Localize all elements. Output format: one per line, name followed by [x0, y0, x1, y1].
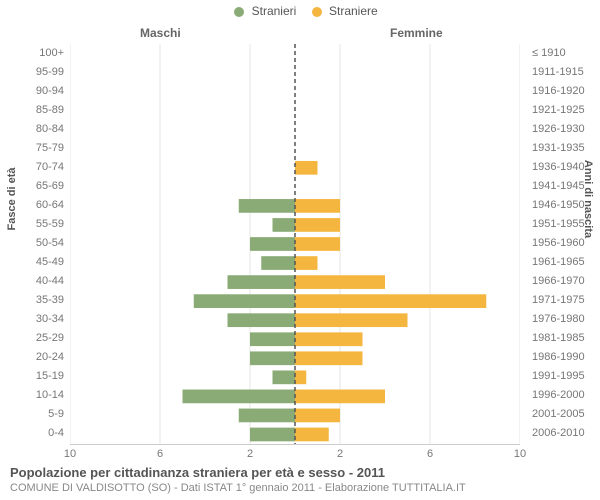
- chart-footer: Popolazione per cittadinanza straniera p…: [10, 465, 590, 494]
- bar-male: [250, 237, 295, 251]
- x-tick-label: 6: [157, 448, 163, 460]
- bar-male: [183, 390, 296, 404]
- bar-male: [194, 294, 295, 308]
- x-tick-label: 2: [337, 448, 343, 460]
- age-label: 25-29: [0, 333, 64, 344]
- legend-label-male: Stranieri: [252, 4, 297, 18]
- birth-year-label: 1936-1940: [532, 162, 600, 173]
- birth-year-label: 1941-1945: [532, 181, 600, 192]
- birth-year-label: 1931-1935: [532, 143, 600, 154]
- bar-male: [250, 332, 295, 346]
- bar-male: [250, 428, 295, 442]
- age-label: 15-19: [0, 371, 64, 382]
- footer-title: Popolazione per cittadinanza straniera p…: [10, 465, 590, 480]
- legend-swatch-male: [234, 7, 244, 17]
- bar-female: [295, 390, 385, 404]
- age-label: 45-49: [0, 257, 64, 268]
- age-label: 80-84: [0, 124, 64, 135]
- age-label: 0-4: [0, 428, 64, 439]
- age-label: 55-59: [0, 219, 64, 230]
- birth-year-label: 1956-1960: [532, 238, 600, 249]
- footer-subtitle: COMUNE DI VALDISOTTO (SO) - Dati ISTAT 1…: [10, 482, 590, 494]
- age-label: 85-89: [0, 105, 64, 116]
- birth-year-label: 1976-1980: [532, 314, 600, 325]
- bar-female: [295, 256, 318, 270]
- birth-year-label: 1926-1930: [532, 124, 600, 135]
- legend: Stranieri Straniere: [0, 4, 600, 18]
- age-label: 60-64: [0, 200, 64, 211]
- bar-male: [228, 275, 296, 289]
- age-label: 95-99: [0, 67, 64, 78]
- birth-year-label: 1996-2000: [532, 390, 600, 401]
- x-tick-label: 10: [514, 448, 526, 460]
- bar-female: [295, 218, 340, 232]
- bar-female: [295, 313, 408, 327]
- age-label: 40-44: [0, 276, 64, 287]
- bar-female: [295, 199, 340, 213]
- birth-year-label: 1916-1920: [532, 86, 600, 97]
- bar-female: [295, 428, 329, 442]
- age-label: 20-24: [0, 352, 64, 363]
- bar-female: [295, 294, 486, 308]
- birth-year-label: 1971-1975: [532, 295, 600, 306]
- age-label: 75-79: [0, 143, 64, 154]
- bar-male: [239, 409, 295, 423]
- bar-female: [295, 275, 385, 289]
- birth-year-label: 1961-1965: [532, 257, 600, 268]
- birth-year-label: 1991-1995: [532, 371, 600, 382]
- bar-male: [250, 351, 295, 365]
- age-label: 5-9: [0, 409, 64, 420]
- bar-female: [295, 332, 363, 346]
- birth-year-label: 1981-1985: [532, 333, 600, 344]
- birth-year-label: 2001-2005: [532, 409, 600, 420]
- age-label: 35-39: [0, 295, 64, 306]
- plot-area: [70, 44, 520, 445]
- x-tick-label: 2: [247, 448, 253, 460]
- age-label: 50-54: [0, 238, 64, 249]
- left-side-title: Maschi: [140, 26, 181, 40]
- x-tick-label: 10: [64, 448, 76, 460]
- bar-female: [295, 161, 318, 175]
- bar-female: [295, 351, 363, 365]
- birth-year-label: 1986-1990: [532, 352, 600, 363]
- bar-male: [261, 256, 295, 270]
- bar-female: [295, 409, 340, 423]
- birth-year-label: 1951-1955: [532, 219, 600, 230]
- x-tick-label: 6: [427, 448, 433, 460]
- plot-svg: [70, 44, 520, 444]
- bar-female: [295, 370, 306, 384]
- birth-year-label: 1921-1925: [532, 105, 600, 116]
- age-label: 90-94: [0, 86, 64, 97]
- bar-male: [228, 313, 296, 327]
- birth-year-label: 1946-1950: [532, 200, 600, 211]
- age-label: 100+: [0, 48, 64, 59]
- bar-male: [273, 370, 296, 384]
- birth-year-label: ≤ 1910: [532, 48, 600, 59]
- age-label: 10-14: [0, 390, 64, 401]
- legend-swatch-female: [312, 7, 322, 17]
- legend-label-female: Straniere: [329, 4, 378, 18]
- birth-year-label: 1966-1970: [532, 276, 600, 287]
- right-side-title: Femmine: [390, 26, 443, 40]
- age-label: 30-34: [0, 314, 64, 325]
- age-label: 70-74: [0, 162, 64, 173]
- birth-year-label: 1911-1915: [532, 67, 600, 78]
- birth-year-label: 2006-2010: [532, 428, 600, 439]
- bar-female: [295, 237, 340, 251]
- bar-male: [239, 199, 295, 213]
- age-label: 65-69: [0, 181, 64, 192]
- population-pyramid-chart: Stranieri Straniere Maschi Femmine Fasce…: [0, 0, 600, 500]
- bar-male: [273, 218, 296, 232]
